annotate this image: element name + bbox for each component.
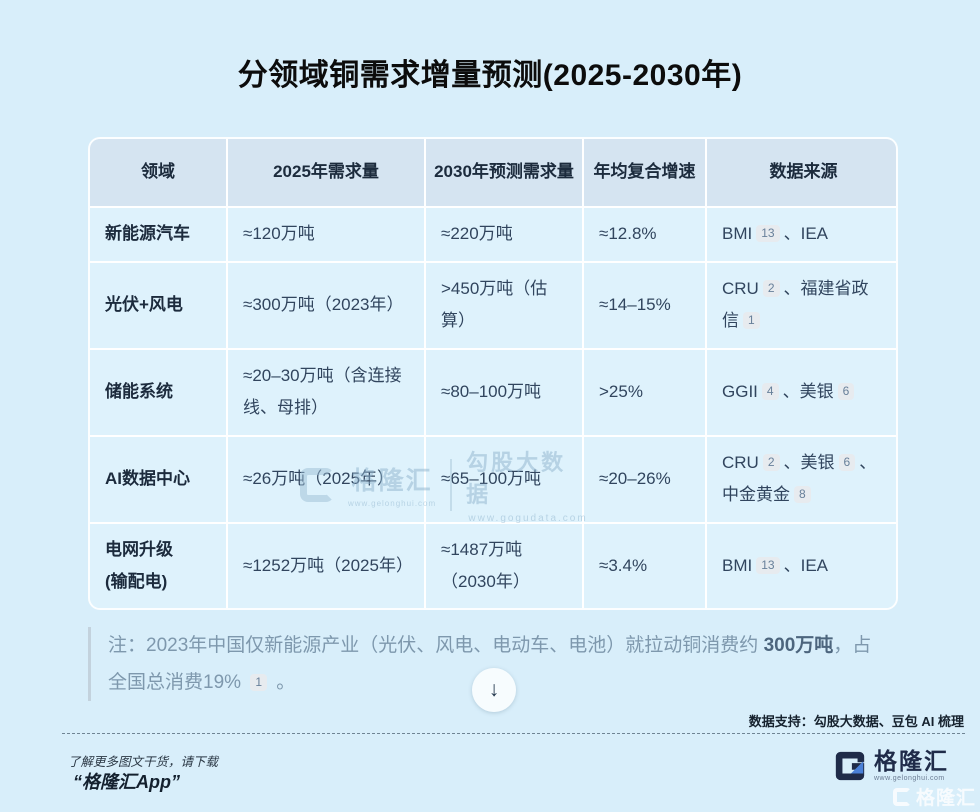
promo-text-line2: “格隆汇App”	[73, 772, 180, 792]
sector-cell: 电网升级 (输配电)	[90, 522, 228, 609]
source-name: 、福建省政信	[722, 279, 869, 331]
logo-url-text: www.gelonghui.com	[874, 775, 945, 782]
sources-cell: CRU 2 、福建省政信 1	[706, 262, 896, 350]
table-row: AI数据中心 ≈26万吨（2025年） ≈65–100万吨 ≈20–26% CR…	[90, 435, 896, 524]
demand-2025-cell: ≈20–30万吨（含连接线、母排）	[227, 348, 426, 437]
table-row: 光伏+风电 ≈300万吨（2023年） >450万吨（估算） ≈14–15% C…	[90, 262, 896, 350]
sources-cell: CRU 2 、美银 6 、中金黄金 8	[706, 435, 896, 524]
note-text: ，占全国总消费19%	[108, 635, 872, 693]
source-name: 、美银	[782, 381, 834, 401]
note-emphasis: 300万吨	[763, 635, 834, 656]
arrow-down-icon: ↓	[488, 678, 500, 701]
header-cagr: 年均复合增速	[583, 139, 707, 208]
demand-2030-cell: ≈220万吨	[425, 207, 584, 263]
citation-badge: 8	[794, 486, 811, 504]
page-title: 分领域铜需求增量预测(2025-2030年)	[237, 59, 743, 92]
citation-badge: 6	[838, 453, 856, 471]
table-row: 储能系统 ≈20–30万吨（含连接线、母排） ≈80–100万吨 >25% GG…	[90, 348, 896, 437]
source-name: CRU	[722, 452, 759, 472]
data-support-credit: 数据支持：勾股大数据、豆包 AI 梳理	[748, 714, 964, 729]
header-sector: 领域	[90, 139, 228, 208]
demand-2025-cell: ≈1252万吨（2025年）	[227, 522, 426, 609]
citation-badge: 1	[250, 674, 267, 691]
sources-cell: BMI 13 、IEA	[706, 207, 896, 263]
demand-2025-cell: ≈300万吨（2023年）	[227, 262, 426, 350]
source-name: 、美银	[783, 452, 835, 472]
source-name: CRU	[722, 279, 759, 298]
demand-2025-cell: ≈26万吨（2025年）	[227, 435, 426, 524]
note-text: 注：2023年中国仅新能源产业（光伏、风电、电动车、电池）就拉动铜消费约	[108, 635, 764, 656]
gelonghui-logo: 格隆汇 www.gelonghui.com	[833, 749, 949, 783]
cagr-cell: ≈20–26%	[583, 435, 707, 524]
demand-2025-cell: ≈120万吨	[227, 207, 426, 263]
cagr-cell: ≈12.8%	[583, 207, 707, 263]
citation-badge: 13	[756, 225, 780, 243]
footnote: 注：2023年中国仅新能源产业（光伏、风电、电动车、电池）就拉动铜消费约 300…	[88, 627, 890, 701]
source-name: GGII	[722, 381, 758, 401]
source-name: BMI	[722, 224, 753, 244]
cagr-cell: >25%	[583, 348, 707, 437]
table-row: 新能源汽车 ≈120万吨 ≈220万吨 ≈12.8% BMI 13 、IEA	[90, 207, 896, 263]
corner-watermark-text: 格隆汇	[915, 788, 976, 809]
gelonghui-logo-icon	[835, 751, 865, 781]
gelonghui-logo-icon	[892, 787, 911, 806]
table-row: 电网升级 (输配电) ≈1252万吨（2025年） ≈1487万吨（2030年）…	[90, 522, 896, 609]
demand-2030-cell: ≈80–100万吨	[425, 348, 584, 437]
source-name: 、IEA	[783, 555, 828, 575]
sector-cell: 储能系统	[90, 348, 228, 437]
cagr-cell: ≈14–15%	[583, 262, 707, 350]
header-demand-2025: 2025年需求量	[227, 139, 426, 208]
note-text: 。	[271, 672, 296, 693]
demand-2030-cell: ≈65–100万吨	[425, 435, 584, 524]
corner-watermark: 格隆汇	[892, 783, 976, 810]
citation-badge: 1	[743, 312, 760, 330]
citation-badge: 2	[762, 453, 780, 471]
citation-badge: 6	[837, 382, 855, 400]
promo-text-line1: 了解更多图文干货，请下载	[68, 755, 219, 769]
citation-badge: 4	[761, 382, 779, 400]
table-header-row: 领域 2025年需求量 2030年预测需求量 年均复合增速 数据来源	[90, 139, 896, 208]
sector-cell: AI数据中心	[90, 435, 228, 524]
cagr-cell: ≈3.4%	[583, 522, 707, 609]
copper-demand-table: 领域 2025年需求量 2030年预测需求量 年均复合增速 数据来源 新能源汽车…	[88, 137, 898, 611]
source-name: 、中金黄金	[722, 452, 877, 505]
sources-cell: BMI 13 、IEA	[706, 522, 896, 609]
sector-cell: 新能源汽车	[90, 207, 228, 263]
sources-cell: GGII 4 、美银 6	[706, 348, 896, 437]
demand-2030-cell: ≈1487万吨（2030年）	[425, 522, 584, 609]
footer-divider	[62, 733, 965, 734]
demand-2030-cell: >450万吨（估算）	[425, 262, 584, 350]
sector-cell: 光伏+风电	[90, 262, 228, 350]
citation-badge: 13	[756, 556, 780, 574]
source-name: 、IEA	[783, 224, 828, 244]
header-demand-2030: 2030年预测需求量	[425, 139, 584, 208]
source-name: BMI	[722, 555, 753, 575]
header-sources: 数据来源	[706, 139, 896, 208]
scroll-down-button[interactable]: ↓	[472, 668, 516, 712]
citation-badge: 2	[762, 280, 780, 297]
logo-brand-text: 格隆汇	[874, 748, 949, 774]
